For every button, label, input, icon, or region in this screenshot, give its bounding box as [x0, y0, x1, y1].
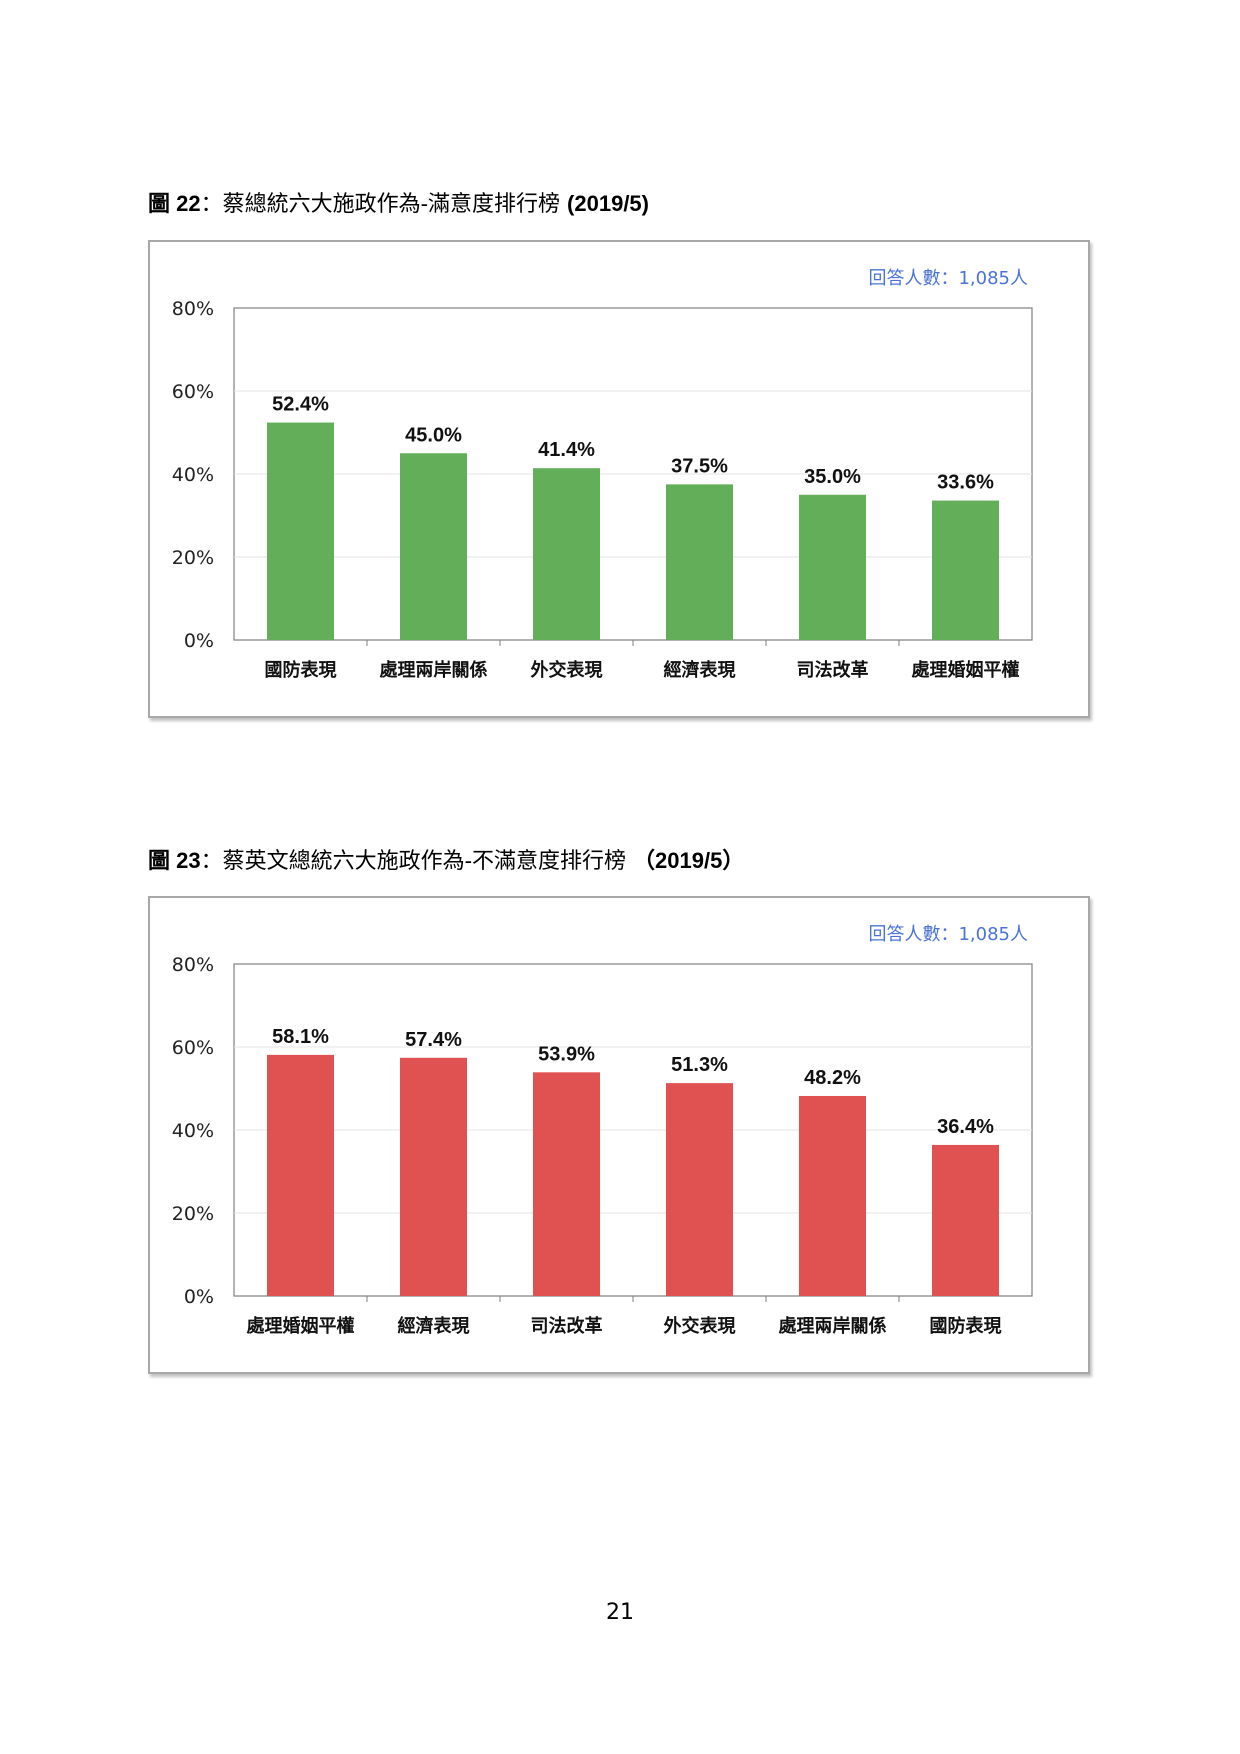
satisfaction-chart: 0% 20% 40% 60% 80% 52.4% 國防表現 45.0% 處理兩岸關係 41.4% 外…	[148, 240, 1090, 718]
data-label: 48.2%	[804, 1067, 861, 1089]
caption-colon: ：	[200, 849, 223, 874]
data-label: 45.0%	[405, 424, 462, 446]
data-label: 52.4%	[272, 394, 329, 416]
bar	[666, 484, 733, 640]
y-tick-label: 80%	[172, 298, 214, 320]
x-tick-label: 處理兩岸關係	[380, 659, 488, 681]
page-number: 21	[606, 1600, 634, 1625]
data-label: 41.4%	[538, 439, 595, 461]
bar	[932, 1144, 999, 1296]
x-tick-label: 處理婚姻平權	[912, 659, 1020, 681]
caption-date: (2019/5)	[567, 191, 649, 216]
x-tick-label: 司法改革	[531, 1315, 603, 1337]
data-label: 37.5%	[671, 455, 728, 477]
bar	[400, 453, 467, 640]
bar	[799, 494, 866, 640]
figure-22-caption: 圖 22：蔡總統六大施政作為-滿意度排行榜 (2019/5)	[148, 186, 649, 218]
bar	[400, 1057, 467, 1296]
x-tick-label: 經濟表現	[398, 1315, 470, 1337]
y-tick-label: 40%	[172, 1120, 214, 1142]
y-tick-label: 40%	[172, 464, 214, 486]
x-tick-label: 經濟表現	[664, 659, 736, 681]
data-label: 35.0%	[804, 466, 861, 488]
respondents-note: 回答人數：1,085人	[868, 268, 1028, 289]
caption-text: 蔡總統六大施政作為-滿意度排行榜	[222, 192, 561, 217]
respondents-note: 回答人數：1,085人	[868, 924, 1028, 945]
data-label: 53.9%	[538, 1043, 595, 1065]
y-tick-label: 60%	[172, 1037, 214, 1059]
bar	[267, 1054, 334, 1296]
data-label: 51.3%	[671, 1054, 728, 1076]
bar	[533, 1072, 600, 1296]
figure-23-caption: 圖 23：蔡英文總統六大施政作為-不滿意度排行榜 （2019/5）	[148, 843, 744, 875]
y-tick-label: 80%	[172, 954, 214, 976]
caption-date: （2019/5）	[633, 848, 745, 873]
y-tick-label: 20%	[172, 547, 214, 569]
x-tick-label: 處理婚姻平權	[247, 1315, 355, 1337]
data-label: 33.6%	[937, 472, 994, 494]
x-tick-label: 司法改革	[797, 659, 869, 681]
data-label: 57.4%	[405, 1029, 462, 1051]
bar	[932, 500, 999, 640]
bar	[267, 422, 334, 640]
bar	[799, 1095, 866, 1296]
figure-number: 圖 23	[148, 848, 201, 873]
satisfaction-chart-svg: 0% 20% 40% 60% 80% 52.4% 國防表現 45.0% 處理兩岸關係 41.4% 外…	[172, 268, 1033, 681]
data-label: 58.1%	[272, 1026, 329, 1048]
bar	[533, 468, 600, 640]
bar	[666, 1083, 733, 1296]
y-tick-label: 0%	[184, 630, 214, 652]
x-tick-label: 外交表現	[531, 659, 603, 681]
caption-text: 蔡英文總統六大施政作為-不滿意度排行榜	[222, 849, 627, 874]
x-tick-label: 外交表現	[664, 1315, 736, 1337]
x-tick-label: 處理兩岸關係	[779, 1315, 887, 1337]
x-tick-label: 國防表現	[930, 1315, 1002, 1337]
y-tick-label: 60%	[172, 381, 214, 403]
figure-number: 圖 22	[148, 191, 201, 216]
caption-colon: ：	[200, 192, 223, 217]
dissatisfaction-chart: 0% 20% 40% 60% 80% 58.1% 處理婚姻平權 57.4% 經濟表現 53.9% 司…	[148, 896, 1090, 1374]
x-tick-label: 國防表現	[265, 659, 337, 681]
y-tick-label: 0%	[184, 1286, 214, 1308]
y-tick-label: 20%	[172, 1203, 214, 1225]
data-label: 36.4%	[937, 1116, 994, 1138]
dissatisfaction-chart-svg: 0% 20% 40% 60% 80% 58.1% 處理婚姻平權 57.4% 經濟表現 53.9% 司…	[172, 924, 1033, 1337]
